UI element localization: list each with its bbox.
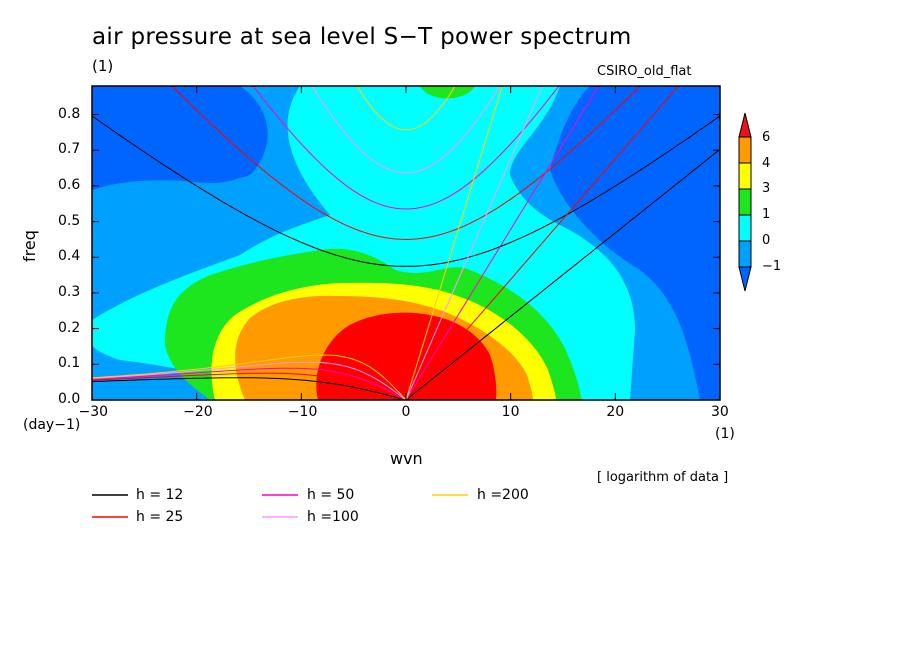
colorbar-swatch-orange: [738, 136, 752, 164]
rossby-wave-curve: [92, 361, 407, 400]
source-label: CSIRO_old_flat: [597, 64, 692, 79]
y-tick-label: 0.1: [58, 355, 81, 372]
dispersion-legend-lines: [92, 494, 468, 518]
legend-label-h100: h =100: [307, 509, 359, 525]
y-tick-label: 0.5: [58, 212, 81, 229]
legend-label-h25: h = 25: [136, 509, 184, 525]
rossby-wave-curve: [92, 377, 407, 400]
inertia-gravity-curve: [92, 115, 720, 267]
x-tick-label: 20: [606, 404, 625, 420]
x-tick-label: −20: [183, 404, 213, 420]
y-tick-label: 0.4: [58, 248, 81, 265]
y-tick-label: 0.0: [58, 391, 81, 407]
rossby-wave-curve: [92, 367, 407, 400]
x-tick-label: 0: [401, 404, 411, 420]
chart-title: air pressure at sea level S−T power spec…: [92, 24, 632, 50]
x-tick-label: 30: [711, 404, 729, 420]
inertia-gravity-curve: [252, 86, 560, 210]
legend-label-h50: h = 50: [307, 487, 355, 503]
colorbar: [738, 112, 752, 292]
kelvin-wave-curve: [405, 86, 503, 400]
y-tick-label: 0.6: [58, 176, 81, 193]
inertia-gravity-curve: [171, 86, 641, 240]
y-axis-label: freq: [20, 230, 39, 262]
axis-ticks: [91, 86, 721, 401]
chart-units: (1): [92, 57, 114, 75]
y-tick-label: 0.2: [58, 319, 81, 336]
rossby-wave-curve: [92, 354, 407, 400]
colorbar-label-1: 1: [762, 207, 771, 222]
colorbar-swatch-yellow: [738, 162, 752, 190]
contour-fill: [92, 86, 720, 400]
y-tick-label: 0.7: [58, 141, 81, 158]
colorbar-swatch-green: [738, 188, 752, 216]
kelvin-wave-curve: [405, 148, 720, 400]
x-tick-label: −30: [78, 404, 109, 420]
y-tick-label: 0.8: [58, 105, 81, 122]
colorbar-top-arrow: [738, 112, 752, 138]
x-tick-label: 10: [501, 404, 520, 420]
kelvin-wave-curve: [405, 86, 680, 400]
x-axis-label: wvn: [390, 449, 423, 468]
colorbar-swatch-lightblue: [738, 240, 752, 268]
x-tick-label: −10: [287, 404, 318, 420]
kelvin-wave-curve: [405, 86, 600, 400]
dispersion-curves: [92, 86, 720, 400]
y-tick-label: 0.3: [58, 283, 81, 300]
legend-label-h200: h =200: [477, 487, 529, 503]
colorbar-bottom-arrow: [738, 266, 752, 292]
colorbar-label-3: 3: [762, 181, 771, 196]
y-axis-units: (day−1): [23, 417, 81, 433]
colorbar-swatch-cyan: [738, 214, 752, 242]
inertia-gravity-curve: [311, 86, 501, 174]
inertia-gravity-curve: [356, 86, 456, 131]
data-note: [ logarithm of data ]: [597, 470, 729, 485]
colorbar-label-0: 0: [762, 233, 771, 248]
legend-label-h12: h = 12: [136, 487, 184, 503]
colorbar-label-4: 4: [762, 156, 771, 171]
colorbar-label-minus1: −1: [762, 259, 782, 274]
kelvin-wave-curve: [405, 86, 543, 400]
x-axis-units: (1): [715, 426, 735, 442]
colorbar-label-6: 6: [762, 130, 771, 145]
rossby-wave-curve: [92, 372, 407, 400]
